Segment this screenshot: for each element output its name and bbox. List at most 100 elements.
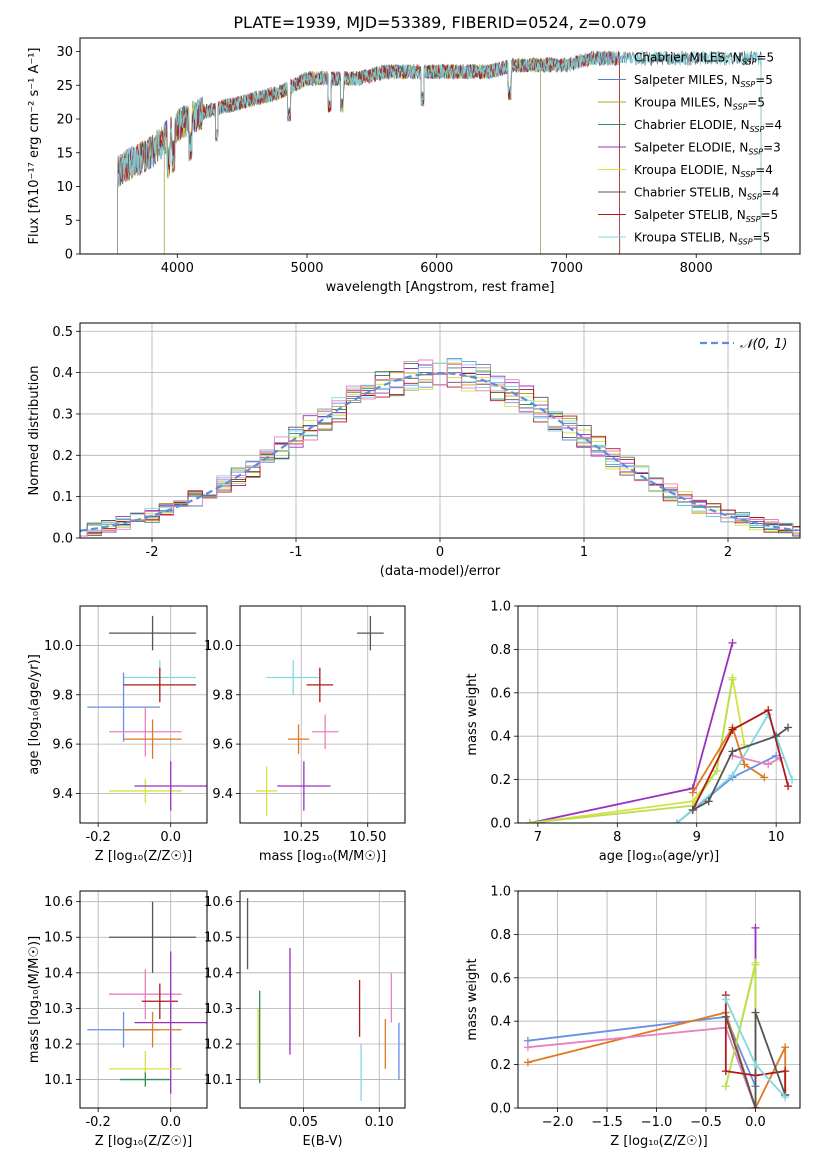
y-tick-label: 0.4 [490, 1015, 511, 1030]
y-tick-label: 9.4 [52, 787, 73, 802]
weight-line [527, 1026, 757, 1108]
y-tick-label: 0.0 [490, 817, 511, 832]
y-tick-label: 0.3 [52, 407, 73, 422]
weight-marker [721, 1082, 730, 1091]
y-tick-label: 0.2 [490, 773, 511, 788]
plot-area-age_vs_mass [255, 615, 384, 816]
figure-title: PLATE=1939, MJD=53389, FIBERID=0524, z=0… [233, 13, 646, 32]
axes-frame [79, 890, 208, 1109]
axes-frame [79, 322, 801, 539]
weight-marker [751, 1104, 760, 1108]
y-tick-label: 0.2 [490, 1058, 511, 1073]
y-axis-label: Normed distribution [27, 366, 42, 496]
y-tick-label: 0.8 [490, 928, 511, 943]
y-axis-label: age [log₁₀(age/yr)] [27, 654, 42, 775]
x-tick-label: 10.25 [283, 830, 320, 845]
y-axis-label: Flux [fλ10⁻¹⁷ erg cm⁻² s⁻¹ A⁻¹] [27, 48, 42, 245]
weight-line [529, 642, 734, 823]
weight-marker [712, 766, 721, 775]
legend-label: 𝒩(0, 1) [740, 337, 787, 352]
weight-marker [728, 771, 737, 780]
x-axis-label: E(B-V) [302, 1134, 342, 1149]
weight-marker [704, 797, 713, 806]
y-tick-label: 10.3 [204, 1002, 233, 1017]
weight-marker [525, 819, 534, 823]
spectrum-line [117, 50, 621, 254]
weight-marker [721, 995, 730, 1004]
legend-label: Salpeter STELIB, NSSP=5 [634, 208, 778, 224]
x-tick-label: -1 [290, 545, 303, 560]
x-tick-label: -0.2 [85, 830, 110, 845]
histogram-step [80, 359, 800, 537]
panel-mw_vs_Z: −2.0 −1.5 −1.0 −0.5 0.0 0.0 0.2 0.4 0.6 0.8 1.0 Z [… [465, 885, 801, 1149]
weight-marker [728, 638, 737, 647]
y-axis-label: mass [log₁₀(M/M☉)] [27, 936, 42, 1063]
weight-marker [688, 805, 697, 814]
weight-marker [728, 675, 737, 684]
y-tick-label: 0.0 [52, 532, 73, 547]
x-tick-label: 0.10 [365, 1115, 394, 1130]
weight-marker [784, 782, 793, 791]
y-tick-label: 1.0 [490, 600, 511, 615]
y-tick-label: 0.6 [490, 686, 511, 701]
x-tick-label: −0.5 [690, 1115, 722, 1130]
weight-marker [751, 1008, 760, 1017]
plot-area-mass_vs_ebv [246, 898, 400, 1101]
x-axis-label: (data-model)/error [380, 564, 501, 579]
legend-label: Chabrier ELODIE, NSSP=4 [634, 118, 782, 134]
weight-line [692, 725, 765, 794]
spectrum-legend: Chabrier MILES, NSSP=5 Salpeter MILES, NS… [598, 51, 782, 247]
y-tick-label: 10.1 [204, 1073, 233, 1088]
plot-area-mw_vs_age [525, 638, 797, 823]
spectrum-line [117, 50, 762, 254]
panel-spectrum: 4000 5000 6000 7000 8000 0 5 10 15 20 25 30 waveleng… [27, 37, 801, 295]
y-tick-label: 0.5 [52, 325, 73, 340]
y-tick-label: 10.2 [44, 1037, 73, 1052]
y-tick-label: 10.4 [44, 966, 73, 981]
x-tick-label: -0.2 [85, 1115, 110, 1130]
weight-marker [781, 1067, 790, 1076]
legend-label: Salpeter ELODIE, NSSP=3 [634, 141, 781, 157]
legend-label: Salpeter MILES, NSSP=5 [634, 73, 773, 89]
axes-frame [517, 890, 801, 1109]
spectrum-line [163, 57, 541, 254]
legend-label: Chabrier MILES, NSSP=5 [634, 51, 774, 67]
y-tick-label: 0.4 [52, 366, 73, 381]
panel-mass_vs_ebv: 0.05 0.10 10.1 10.2 10.3 10.4 10.5 10.6 E(B-V) [204, 890, 406, 1149]
y-tick-label: 10 [56, 180, 73, 195]
y-tick-label: 0 [65, 248, 73, 263]
weight-marker [721, 1067, 730, 1076]
x-axis-label: wavelength [Angstrom, rest frame] [326, 280, 555, 295]
weight-marker [728, 725, 737, 734]
plot-area-mw_vs_Z [523, 923, 790, 1108]
weight-line [529, 679, 734, 823]
plot-area-mass_vs_Z [87, 901, 207, 1094]
y-tick-label: 0.6 [490, 971, 511, 986]
axes-frame [79, 605, 208, 824]
x-tick-label: −2.0 [542, 1115, 574, 1130]
weight-marker [781, 1043, 790, 1052]
y-tick-label: 5 [65, 214, 73, 229]
weight-marker [751, 1060, 760, 1069]
weight-marker [523, 1058, 532, 1067]
weight-marker [751, 960, 760, 969]
plot-area-age_vs_Z [87, 615, 207, 811]
weight-marker [728, 747, 737, 756]
y-axis-label: mass weight [465, 673, 480, 755]
x-tick-label: 6000 [420, 261, 453, 276]
y-tick-label: 0.8 [490, 643, 511, 658]
x-tick-label: -2 [146, 545, 159, 560]
y-tick-label: 25 [56, 79, 73, 94]
x-tick-label: 8 [613, 830, 621, 845]
weight-marker [781, 1093, 790, 1102]
y-tick-label: 0.2 [52, 449, 73, 464]
legend-label: Chabrier STELIB, NSSP=4 [634, 186, 779, 202]
y-tick-label: 9.4 [212, 787, 233, 802]
y-tick-label: 0.1 [52, 490, 73, 505]
x-axis-label: Z [log₁₀(Z/Z☉)] [95, 1134, 192, 1149]
y-tick-label: 9.8 [212, 688, 233, 703]
y-tick-label: 10.3 [44, 1002, 73, 1017]
weight-marker [740, 760, 749, 769]
legend-label: Kroupa MILES, NSSP=5 [634, 96, 765, 112]
